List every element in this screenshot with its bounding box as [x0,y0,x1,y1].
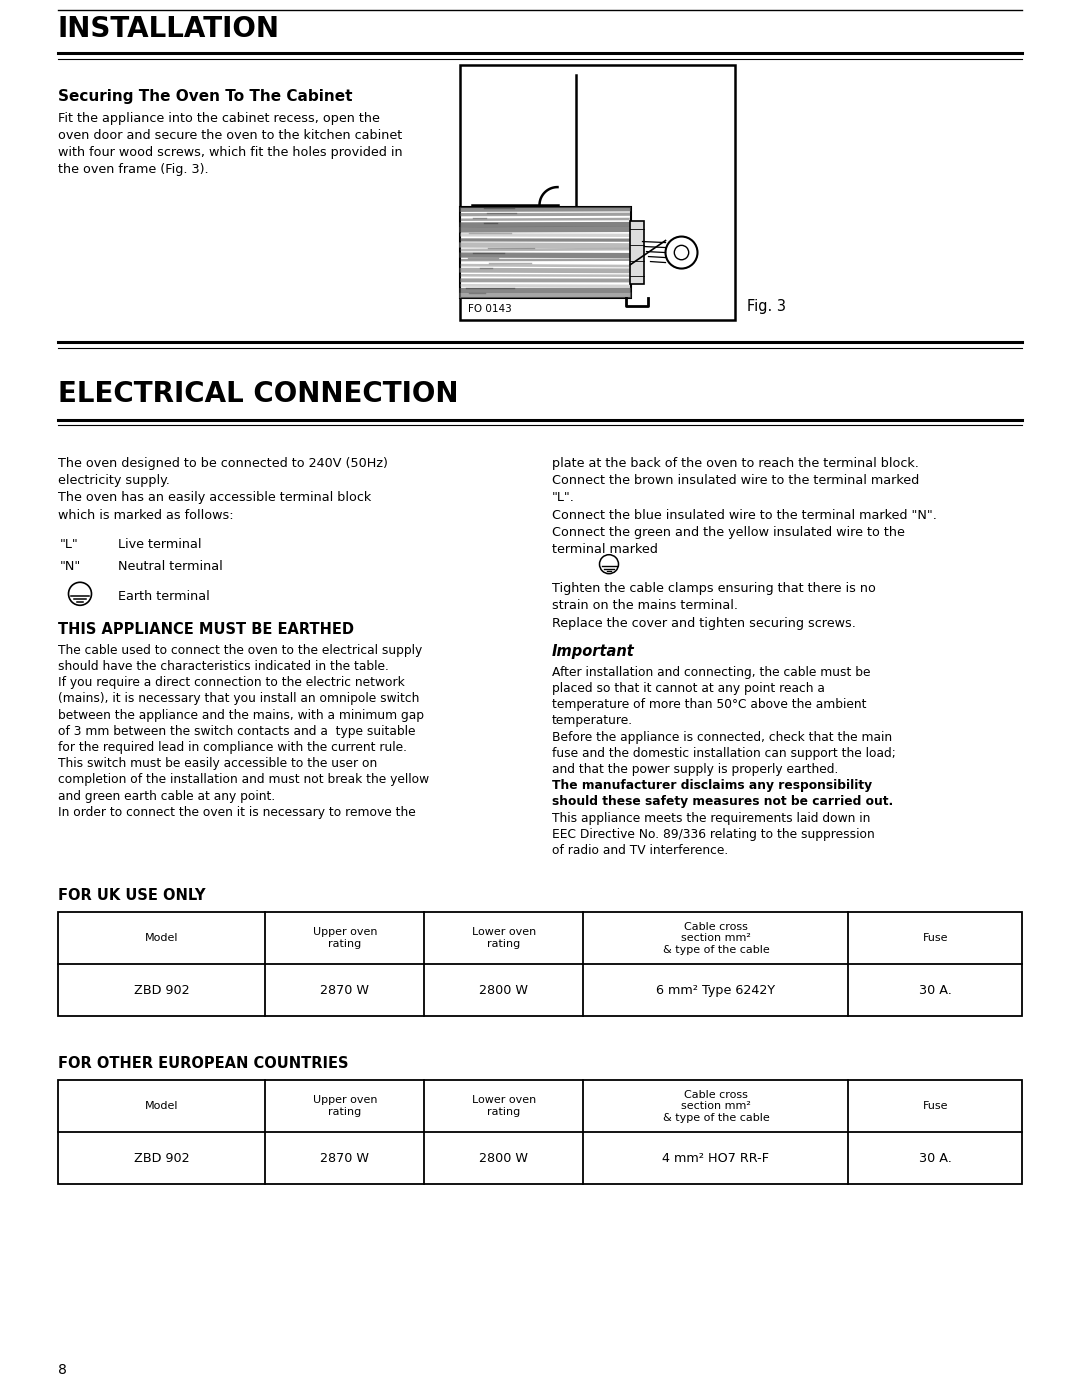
Text: Lower oven
rating: Lower oven rating [472,928,536,949]
Bar [460,207,631,298]
Text: Connect the green and the yellow insulated wire to the: Connect the green and the yellow insulat… [552,525,905,539]
Text: Cable cross
section mm²
& type of the cable: Cable cross section mm² & type of the ca… [662,1090,769,1123]
Text: Tighten the cable clamps ensuring that there is no: Tighten the cable clamps ensuring that t… [552,583,876,595]
Text: Lower oven
rating: Lower oven rating [472,1095,536,1118]
Text: ELECTRICAL CONNECTION: ELECTRICAL CONNECTION [58,380,459,408]
Text: of 3 mm between the switch contacts and a  type suitable: of 3 mm between the switch contacts and … [58,725,416,738]
Text: 2870 W: 2870 W [321,1151,369,1165]
Text: Model: Model [145,933,178,943]
Text: The cable used to connect the oven to the electrical supply: The cable used to connect the oven to th… [58,644,422,657]
Text: 6 mm² Type 6242Y: 6 mm² Type 6242Y [657,983,775,996]
Bar [460,66,735,320]
Text: FO 0143: FO 0143 [468,305,512,314]
Bar [58,912,1022,1016]
Text: EEC Directive No. 89/336 relating to the suppression: EEC Directive No. 89/336 relating to the… [552,828,875,841]
Text: placed so that it cannot at any point reach a: placed so that it cannot at any point re… [552,682,825,694]
Text: Upper oven
rating: Upper oven rating [312,928,377,949]
Text: Connect the blue insulated wire to the terminal marked "N".: Connect the blue insulated wire to the t… [552,509,936,521]
Text: with four wood screws, which fit the holes provided in: with four wood screws, which fit the hol… [58,145,403,159]
Text: Fuse: Fuse [922,1101,948,1111]
Text: Earth terminal: Earth terminal [118,590,210,602]
Text: ZBD 902: ZBD 902 [134,1151,189,1165]
Text: This appliance meets the requirements laid down in: This appliance meets the requirements la… [552,812,870,824]
Text: After installation and connecting, the cable must be: After installation and connecting, the c… [552,666,870,679]
Text: Fuse: Fuse [922,933,948,943]
Text: electricity supply.: electricity supply. [58,474,170,488]
Text: oven door and secure the oven to the kitchen cabinet: oven door and secure the oven to the kit… [58,129,402,141]
Circle shape [674,246,689,260]
Text: In order to connect the oven it is necessary to remove the: In order to connect the oven it is neces… [58,806,416,819]
Text: If you require a direct connection to the electric network: If you require a direct connection to th… [58,676,405,689]
Text: "L".: "L". [552,492,575,504]
Text: temperature of more than 50°C above the ambient: temperature of more than 50°C above the … [552,698,866,711]
Text: Securing The Oven To The Cabinet: Securing The Oven To The Cabinet [58,88,352,103]
Bar [58,1080,1022,1185]
Text: for the required lead in compliance with the current rule.: for the required lead in compliance with… [58,740,407,754]
Text: 2870 W: 2870 W [321,983,369,996]
Text: of radio and TV interference.: of radio and TV interference. [552,844,728,856]
Text: The manufacturer disclaims any responsibility: The manufacturer disclaims any responsib… [552,780,873,792]
Text: FOR OTHER EUROPEAN COUNTRIES: FOR OTHER EUROPEAN COUNTRIES [58,1056,349,1071]
Text: The oven has an easily accessible terminal block: The oven has an easily accessible termin… [58,492,372,504]
Text: "N": "N" [60,560,81,573]
Text: (mains), it is necessary that you install an omnipole switch: (mains), it is necessary that you instal… [58,693,419,705]
Text: Model: Model [145,1101,178,1111]
Text: 4 mm² HO7 RR-F: 4 mm² HO7 RR-F [662,1151,769,1165]
Text: 2800 W: 2800 W [480,1151,528,1165]
Text: fuse and the domestic installation can support the load;: fuse and the domestic installation can s… [552,747,895,760]
Text: THIS APPLIANCE MUST BE EARTHED: THIS APPLIANCE MUST BE EARTHED [58,622,354,637]
Text: 30 A.: 30 A. [919,983,951,996]
Text: Neutral terminal: Neutral terminal [118,560,222,573]
Text: "L": "L" [60,538,79,550]
Text: the oven frame (Fig. 3).: the oven frame (Fig. 3). [58,163,208,176]
Text: strain on the mains terminal.: strain on the mains terminal. [552,599,738,612]
Text: Before the appliance is connected, check that the main: Before the appliance is connected, check… [552,731,892,743]
Text: 8: 8 [58,1363,67,1377]
Text: terminal marked: terminal marked [552,543,658,556]
Text: and that the power supply is properly earthed.: and that the power supply is properly ea… [552,763,838,775]
Text: 2800 W: 2800 W [480,983,528,996]
Text: Upper oven
rating: Upper oven rating [312,1095,377,1118]
Text: This switch must be easily accessible to the user on: This switch must be easily accessible to… [58,757,377,770]
Text: Important: Important [552,644,635,659]
Text: Fig. 3: Fig. 3 [747,299,786,314]
Text: should have the characteristics indicated in the table.: should have the characteristics indicate… [58,659,389,673]
Text: 30 A.: 30 A. [919,1151,951,1165]
Text: plate at the back of the oven to reach the terminal block.: plate at the back of the oven to reach t… [552,457,919,469]
Text: which is marked as follows:: which is marked as follows: [58,509,233,521]
Text: ZBD 902: ZBD 902 [134,983,189,996]
Text: and green earth cable at any point.: and green earth cable at any point. [58,789,275,803]
Text: INSTALLATION: INSTALLATION [58,15,280,43]
Text: Live terminal: Live terminal [118,538,202,550]
Text: temperature.: temperature. [552,714,633,728]
Text: completion of the installation and must not break the yellow: completion of the installation and must … [58,774,429,787]
Text: Fit the appliance into the cabinet recess, open the: Fit the appliance into the cabinet reces… [58,112,380,124]
Text: Replace the cover and tighten securing screws.: Replace the cover and tighten securing s… [552,616,855,630]
Text: FOR UK USE ONLY: FOR UK USE ONLY [58,888,205,904]
Text: The oven designed to be connected to 240V (50Hz): The oven designed to be connected to 240… [58,457,388,469]
Text: between the appliance and the mains, with a minimum gap: between the appliance and the mains, wit… [58,708,424,722]
Text: Cable cross
section mm²
& type of the cable: Cable cross section mm² & type of the ca… [662,922,769,954]
Text: should these safety measures not be carried out.: should these safety measures not be carr… [552,795,893,809]
Bar [630,221,644,285]
Text: Connect the brown insulated wire to the terminal marked: Connect the brown insulated wire to the … [552,474,919,488]
